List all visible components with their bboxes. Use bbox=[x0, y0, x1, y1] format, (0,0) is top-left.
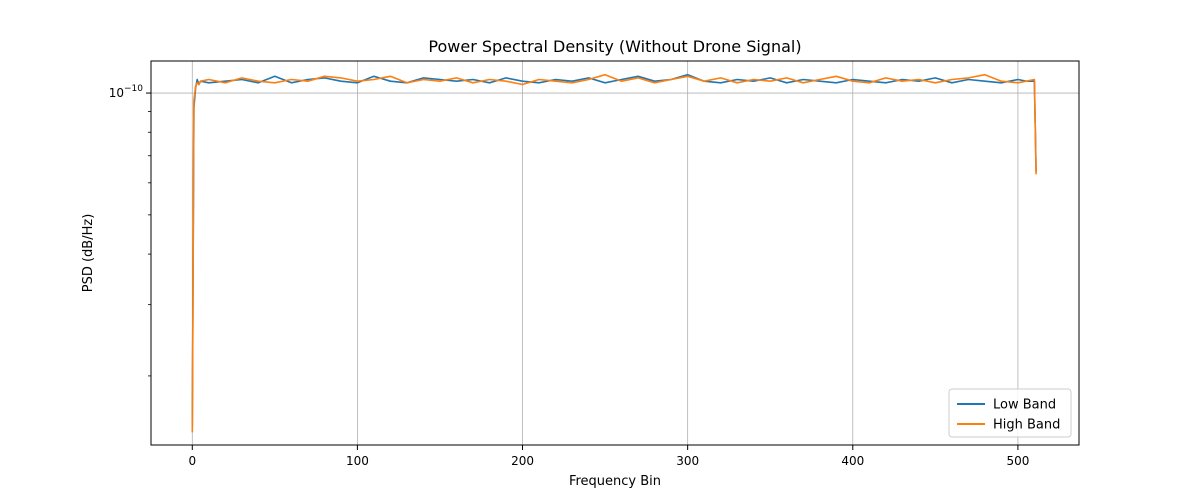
chart-title: Power Spectral Density (Without Drone Si… bbox=[428, 37, 801, 56]
plot-frame bbox=[150, 60, 1080, 446]
y-axis-ticks: 10−10 bbox=[109, 84, 151, 377]
x-tick-label: 400 bbox=[841, 454, 864, 468]
axes bbox=[150, 60, 1080, 446]
x-axis-ticks: 0 100 200 300 400 500 bbox=[188, 445, 1029, 468]
legend-label: Low Band bbox=[993, 398, 1056, 413]
y-tick-label: 10−10 bbox=[109, 84, 144, 100]
x-axis-label: Frequency Bin bbox=[569, 474, 661, 489]
x-tick-label: 200 bbox=[511, 454, 534, 468]
x-tick-label: 500 bbox=[1006, 454, 1029, 468]
legend: Low Band High Band bbox=[948, 388, 1072, 438]
y-axis-label: PSD (dB/Hz) bbox=[81, 214, 96, 293]
grid-lines bbox=[151, 61, 1079, 445]
series-lines bbox=[191, 73, 1037, 433]
legend-label: High Band bbox=[993, 418, 1060, 433]
x-tick-label: 0 bbox=[188, 454, 196, 468]
series-line-high-band bbox=[191, 73, 1037, 433]
x-tick-label: 100 bbox=[346, 454, 369, 468]
x-tick-label: 300 bbox=[676, 454, 699, 468]
